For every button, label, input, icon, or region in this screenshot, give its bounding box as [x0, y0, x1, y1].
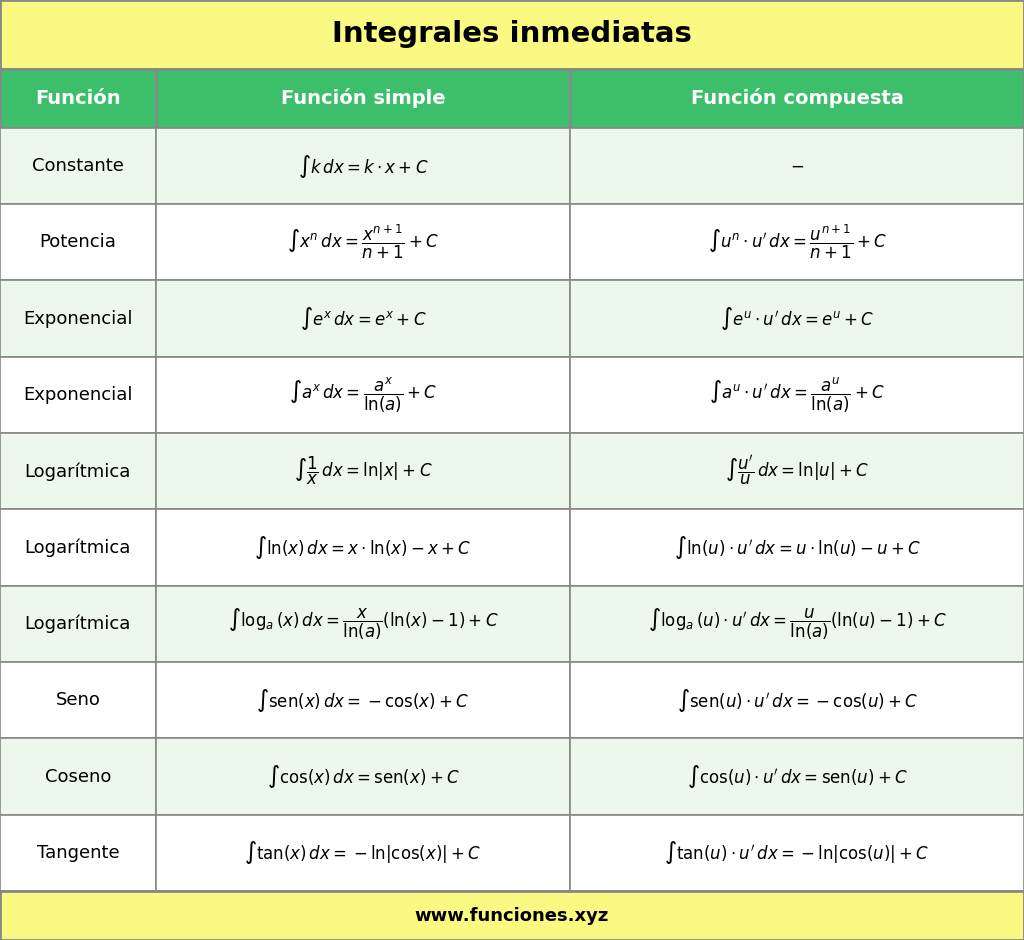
- Text: Integrales inmediatas: Integrales inmediatas: [332, 21, 692, 48]
- Text: $\int \dfrac{u'}{u}\,dx = \ln|u| + C$: $\int \dfrac{u'}{u}\,dx = \ln|u| + C$: [725, 454, 869, 489]
- Bar: [0, 0, 1024, 69]
- Bar: [570, 357, 1024, 433]
- Text: $\int \mathrm{sen}(u) \cdot u'\,dx = -\cos(u) + C$: $\int \mathrm{sen}(u) \cdot u'\,dx = -\c…: [677, 687, 918, 713]
- Text: $\int \cos(x)\,dx = \mathrm{sen}(x) + C$: $\int \cos(x)\,dx = \mathrm{sen}(x) + C$: [266, 763, 460, 791]
- Bar: [0, 509, 156, 586]
- Bar: [0, 739, 156, 815]
- Text: Función compuesta: Función compuesta: [691, 88, 903, 108]
- Text: Función: Función: [35, 88, 121, 108]
- Text: $\int \dfrac{1}{x}\,dx = \ln|x| + C$: $\int \dfrac{1}{x}\,dx = \ln|x| + C$: [294, 455, 432, 488]
- Text: $\int \log_a(x)\,dx = \dfrac{x}{\ln(a)}(\ln(x)-1) + C$: $\int \log_a(x)\,dx = \dfrac{x}{\ln(a)}(…: [227, 606, 499, 642]
- Text: $\int \ln(x)\,dx = x \cdot \ln(x) - x + C$: $\int \ln(x)\,dx = x \cdot \ln(x) - x + …: [254, 534, 472, 561]
- Bar: [156, 357, 570, 433]
- Text: Potencia: Potencia: [39, 233, 117, 251]
- Bar: [156, 586, 570, 662]
- Text: Logarítmica: Logarítmica: [25, 539, 131, 556]
- Text: $\int a^u \cdot u'\,dx = \dfrac{a^u}{\ln(a)} + C$: $\int a^u \cdot u'\,dx = \dfrac{a^u}{\ln…: [710, 375, 885, 415]
- Bar: [570, 586, 1024, 662]
- Text: Logarítmica: Logarítmica: [25, 462, 131, 480]
- Text: $\int e^x\,dx = e^x + C$: $\int e^x\,dx = e^x + C$: [300, 306, 426, 332]
- Bar: [570, 509, 1024, 586]
- Bar: [0, 891, 1024, 940]
- Bar: [0, 280, 156, 357]
- Bar: [156, 69, 570, 128]
- Text: $\int \tan(u) \cdot u'\,dx = -\ln|\cos(u)| + C$: $\int \tan(u) \cdot u'\,dx = -\ln|\cos(u…: [665, 839, 930, 867]
- Text: $\int \log_a(u) \cdot u'\,dx = \dfrac{u}{\ln(a)}(\ln(u)-1) + C$: $\int \log_a(u) \cdot u'\,dx = \dfrac{u}…: [648, 606, 946, 642]
- Bar: [570, 739, 1024, 815]
- Bar: [156, 815, 570, 891]
- Bar: [570, 433, 1024, 509]
- Text: $\int \mathrm{sen}(x)\,dx = -\cos(x) + C$: $\int \mathrm{sen}(x)\,dx = -\cos(x) + C…: [256, 687, 470, 713]
- Text: $\int a^x\,dx = \dfrac{a^x}{\ln(a)} + C$: $\int a^x\,dx = \dfrac{a^x}{\ln(a)} + C$: [289, 375, 437, 415]
- Text: Coseno: Coseno: [45, 768, 111, 786]
- Bar: [570, 69, 1024, 128]
- Bar: [156, 280, 570, 357]
- Bar: [0, 815, 156, 891]
- Bar: [156, 662, 570, 739]
- Text: $\int k\,dx = k \cdot x + C$: $\int k\,dx = k \cdot x + C$: [298, 152, 428, 180]
- Bar: [0, 433, 156, 509]
- Text: $\int x^n\,dx = \dfrac{x^{n+1}}{n+1} + C$: $\int x^n\,dx = \dfrac{x^{n+1}}{n+1} + C…: [287, 223, 439, 261]
- Bar: [0, 586, 156, 662]
- Text: $-$: $-$: [791, 157, 804, 175]
- Text: Exponencial: Exponencial: [24, 309, 132, 328]
- Text: $\int \cos(u) \cdot u'\,dx = \mathrm{sen}(u) + C$: $\int \cos(u) \cdot u'\,dx = \mathrm{sen…: [687, 763, 907, 791]
- Bar: [156, 433, 570, 509]
- Bar: [156, 128, 570, 204]
- Bar: [570, 662, 1024, 739]
- Bar: [0, 128, 156, 204]
- Bar: [570, 128, 1024, 204]
- Text: Exponencial: Exponencial: [24, 386, 132, 404]
- Text: $\int u^n \cdot u'\,dx = \dfrac{u^{n+1}}{n+1} + C$: $\int u^n \cdot u'\,dx = \dfrac{u^{n+1}}…: [708, 223, 887, 261]
- Text: Constante: Constante: [32, 157, 124, 175]
- Text: www.funciones.xyz: www.funciones.xyz: [415, 906, 609, 925]
- Bar: [156, 204, 570, 280]
- Text: Seno: Seno: [55, 691, 100, 710]
- Text: Logarítmica: Logarítmica: [25, 615, 131, 634]
- Bar: [570, 280, 1024, 357]
- Bar: [156, 509, 570, 586]
- Bar: [570, 204, 1024, 280]
- Bar: [0, 69, 156, 128]
- Bar: [0, 662, 156, 739]
- Bar: [156, 739, 570, 815]
- Text: Función simple: Función simple: [281, 88, 445, 108]
- Text: Tangente: Tangente: [37, 844, 119, 862]
- Text: $\int e^u \cdot u'\,dx = e^u + C$: $\int e^u \cdot u'\,dx = e^u + C$: [720, 306, 874, 332]
- Text: $\int \tan(x)\,dx = -\ln|\cos(x)| + C$: $\int \tan(x)\,dx = -\ln|\cos(x)| + C$: [245, 839, 481, 867]
- Bar: [0, 357, 156, 433]
- Bar: [570, 815, 1024, 891]
- Text: $\int \ln(u) \cdot u'\,dx = u \cdot \ln(u) - u + C$: $\int \ln(u) \cdot u'\,dx = u \cdot \ln(…: [674, 534, 921, 561]
- Bar: [0, 204, 156, 280]
